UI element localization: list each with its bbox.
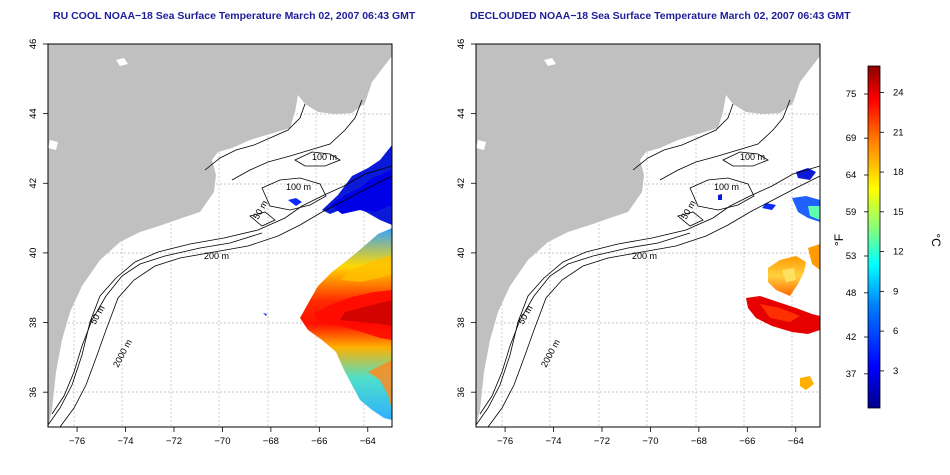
left-map-panel: 100 m 100 m 50 m 200 m 50 m 2000 m −76 −7… — [28, 39, 393, 447]
left-y-axis: 36 38 40 42 44 46 — [28, 39, 48, 398]
x-tick-label: −66 — [311, 436, 327, 447]
colorbar: 75 69 64 59 53 48 42 37 24 21 18 15 12 9 6 3 °F °C — [832, 65, 943, 409]
colorbar-unit-fahrenheit: °F — [832, 234, 846, 246]
left-frame — [47, 43, 393, 428]
y-tick-label: 40 — [456, 248, 467, 259]
fahrenheit-tick-label: 42 — [846, 332, 857, 343]
x-tick-label: −64 — [788, 436, 804, 447]
y-tick-label: 44 — [28, 108, 39, 119]
x-tick-label: −76 — [497, 436, 513, 447]
right-frame — [475, 43, 821, 428]
celsius-tick-label: 21 — [893, 127, 904, 138]
left-contour-label: 100 m — [312, 152, 337, 162]
right-y-axis: 36 38 40 42 44 46 — [456, 39, 476, 398]
right-lake-2 — [476, 140, 486, 150]
y-tick-label: 36 — [28, 387, 39, 398]
x-tick-label: −72 — [166, 436, 182, 447]
y-tick-label: 36 — [456, 387, 467, 398]
y-tick-label: 46 — [456, 39, 467, 50]
x-tick-label: −70 — [214, 436, 230, 447]
x-tick-label: −72 — [594, 436, 610, 447]
y-tick-label: 42 — [28, 178, 39, 189]
left-map-title: RU COOL NOAA−18 Sea Surface Temperature … — [53, 10, 416, 22]
celsius-tick-label: 12 — [893, 247, 904, 258]
y-tick-label: 38 — [456, 317, 467, 328]
colorbar-fahrenheit-ticks: 75 69 64 59 53 48 42 37 — [846, 89, 868, 380]
celsius-tick-label: 9 — [893, 286, 898, 297]
celsius-tick-label: 24 — [893, 88, 904, 99]
right-sst-data — [718, 168, 820, 390]
right-lake-1 — [544, 58, 556, 66]
right-contour-label: 100 m — [714, 182, 739, 192]
x-tick-label: −64 — [360, 436, 376, 447]
right-land — [476, 44, 820, 427]
x-tick-label: −74 — [545, 436, 561, 447]
y-tick-label: 46 — [28, 39, 39, 50]
y-tick-label: 38 — [28, 317, 39, 328]
x-tick-label: −68 — [691, 436, 707, 447]
celsius-tick-label: 3 — [893, 366, 898, 377]
fahrenheit-tick-label: 64 — [846, 170, 857, 181]
fahrenheit-tick-label: 48 — [846, 288, 857, 299]
x-tick-label: −74 — [117, 436, 133, 447]
right-contour-label: 100 m — [740, 152, 765, 162]
left-bathymetry-contours — [47, 99, 393, 428]
left-lake-1 — [116, 58, 128, 66]
colorbar-gradient — [867, 65, 881, 409]
x-tick-label: −76 — [69, 436, 85, 447]
right-map-title: DECLOUDED NOAA−18 Sea Surface Temperatur… — [470, 10, 851, 22]
celsius-tick-label: 6 — [893, 326, 898, 337]
celsius-tick-label: 15 — [893, 207, 904, 218]
colorbar-unit-celsius: °C — [929, 233, 943, 247]
right-contour-label: 200 m — [632, 251, 657, 261]
celsius-tick-label: 18 — [893, 167, 904, 178]
x-tick-label: −68 — [263, 436, 279, 447]
right-bathymetry-contours — [475, 99, 821, 428]
fahrenheit-tick-label: 69 — [846, 133, 857, 144]
fahrenheit-tick-label: 53 — [846, 251, 857, 262]
y-tick-label: 44 — [456, 108, 467, 119]
x-tick-label: −66 — [739, 436, 755, 447]
left-lake-2 — [48, 140, 58, 150]
x-tick-label: −70 — [642, 436, 658, 447]
fahrenheit-tick-label: 59 — [846, 207, 857, 218]
colorbar-celsius-ticks: 24 21 18 15 12 9 6 3 — [880, 88, 904, 377]
fahrenheit-tick-label: 75 — [846, 89, 857, 100]
left-contour-label: 200 m — [204, 251, 229, 261]
left-contour-label: 100 m — [286, 182, 311, 192]
y-tick-label: 42 — [456, 178, 467, 189]
right-map-panel: 100 m 100 m 50 m 200 m 50 m 2000 m −76 −7… — [456, 39, 821, 447]
fahrenheit-tick-label: 37 — [846, 369, 857, 380]
left-land — [48, 44, 392, 427]
y-tick-label: 40 — [28, 248, 39, 259]
left-x-axis: −76 −74 −72 −70 −68 −66 −64 — [69, 427, 376, 447]
right-x-axis: −76 −74 −72 −70 −68 −66 −64 — [497, 427, 804, 447]
